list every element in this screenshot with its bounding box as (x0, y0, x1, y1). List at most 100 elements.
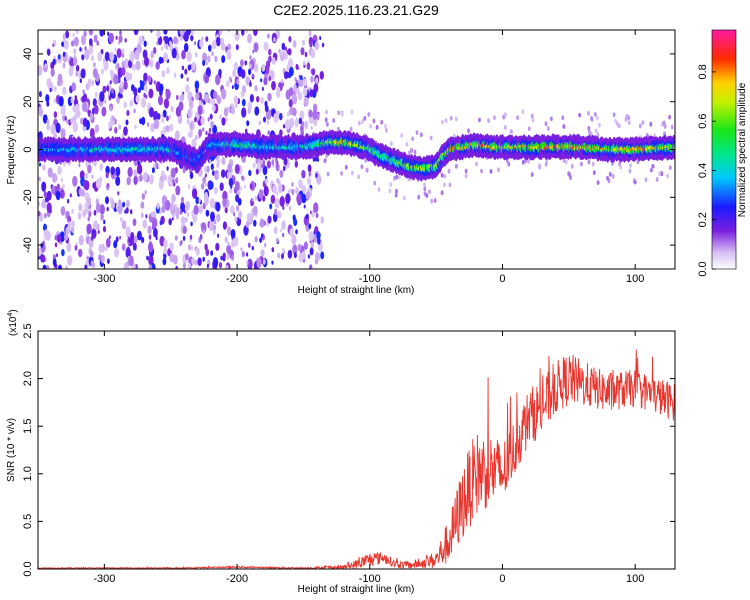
noise-speckle (292, 107, 297, 117)
noise-speckle (148, 107, 154, 118)
noise-speckle (162, 257, 167, 266)
colorbar-tick-label: 0.2 (697, 212, 709, 227)
noise-speckle (263, 185, 269, 197)
noise-speckle (419, 132, 423, 138)
noise-speckle (247, 242, 251, 248)
noise-speckle (180, 240, 183, 245)
noise-speckle (180, 196, 185, 203)
noise-speckle (188, 99, 194, 109)
noise-speckle (292, 244, 298, 255)
noise-speckle (212, 228, 216, 236)
noise-speckle (475, 161, 478, 167)
noise-speckle (251, 73, 255, 79)
noise-speckle (56, 95, 60, 102)
noise-speckle (397, 174, 401, 180)
noise-speckle (199, 39, 204, 48)
noise-speckle (118, 34, 123, 43)
noise-speckle (209, 159, 212, 164)
noise-speckle (221, 117, 226, 126)
noise-speckle (611, 173, 615, 179)
noise-speckle (94, 91, 98, 98)
noise-speckle (260, 96, 264, 105)
noise-speckle (224, 236, 228, 243)
noise-speckle (215, 36, 221, 47)
noise-speckle (153, 47, 157, 54)
noise-speckle (202, 256, 205, 262)
noise-speckle (187, 131, 191, 138)
noise-speckle (49, 78, 52, 83)
noise-speckle (241, 175, 244, 180)
noise-speckle (291, 235, 297, 245)
noise-speckle (608, 171, 612, 177)
noise-speckle (110, 200, 116, 210)
noise-speckle (288, 35, 292, 43)
noise-speckle (44, 63, 47, 68)
noise-speckle (247, 258, 253, 269)
noise-speckle (425, 193, 429, 198)
noise-speckle (245, 221, 250, 228)
noise-speckle (75, 71, 79, 77)
noise-speckle (235, 194, 240, 203)
noise-speckle (235, 44, 239, 51)
noise-speckle (324, 117, 328, 123)
noise-speckle (184, 217, 188, 223)
noise-speckle (142, 219, 148, 229)
noise-speckle (254, 106, 260, 116)
noise-speckle (98, 254, 102, 261)
noise-speckle (140, 201, 145, 209)
noise-speckle (245, 30, 249, 33)
noise-speckle (249, 55, 252, 60)
noise-speckle (148, 264, 153, 269)
noise-speckle (126, 176, 131, 186)
noise-speckle (126, 110, 130, 117)
noise-speckle (87, 164, 92, 174)
noise-speckle (544, 121, 548, 127)
noise-speckle (185, 84, 190, 93)
noise-speckle (231, 85, 234, 90)
noise-speckle (41, 254, 46, 263)
noise-speckle (264, 243, 267, 248)
noise-speckle (298, 179, 303, 189)
noise-speckle (279, 129, 283, 137)
noise-speckle (190, 34, 194, 42)
noise-speckle (295, 117, 299, 123)
noise-speckle (225, 116, 228, 122)
noise-speckle (284, 71, 289, 80)
noise-speckle (260, 233, 264, 239)
noise-speckle (84, 49, 90, 60)
noise-speckle (105, 171, 109, 179)
noise-speckle (113, 240, 118, 249)
snr-x-ticks: -300 -200 -100 0 100 (93, 331, 644, 585)
noise-speckle (363, 116, 367, 121)
noise-speckle (143, 40, 147, 47)
noise-speckle (212, 170, 215, 176)
noise-speckle (189, 171, 194, 180)
noise-speckle (233, 236, 239, 247)
noise-speckle (139, 174, 143, 182)
noise-speckle (530, 113, 534, 119)
noise-speckle (313, 83, 319, 93)
noise-speckle (247, 33, 252, 44)
noise-speckle (186, 212, 190, 217)
noise-speckle (81, 54, 85, 61)
noise-speckle (309, 41, 313, 48)
noise-speckle (288, 99, 293, 108)
noise-speckle (38, 176, 41, 182)
noise-speckle (285, 89, 291, 100)
noise-speckle (201, 36, 204, 42)
noise-speckle (115, 166, 121, 177)
noise-speckle (285, 193, 291, 204)
noise-speckle (202, 59, 206, 67)
noise-speckle (175, 177, 179, 184)
noise-speckle (246, 212, 252, 224)
noise-speckle (133, 87, 138, 96)
noise-speckle (271, 247, 275, 253)
noise-speckle (148, 242, 154, 253)
noise-speckle (260, 249, 265, 257)
noise-speckle (192, 213, 198, 223)
noise-speckle (121, 220, 127, 230)
noise-speckle (104, 99, 107, 104)
noise-speckle (268, 75, 272, 82)
noise-speckle (72, 175, 78, 187)
noise-speckle (133, 108, 136, 114)
